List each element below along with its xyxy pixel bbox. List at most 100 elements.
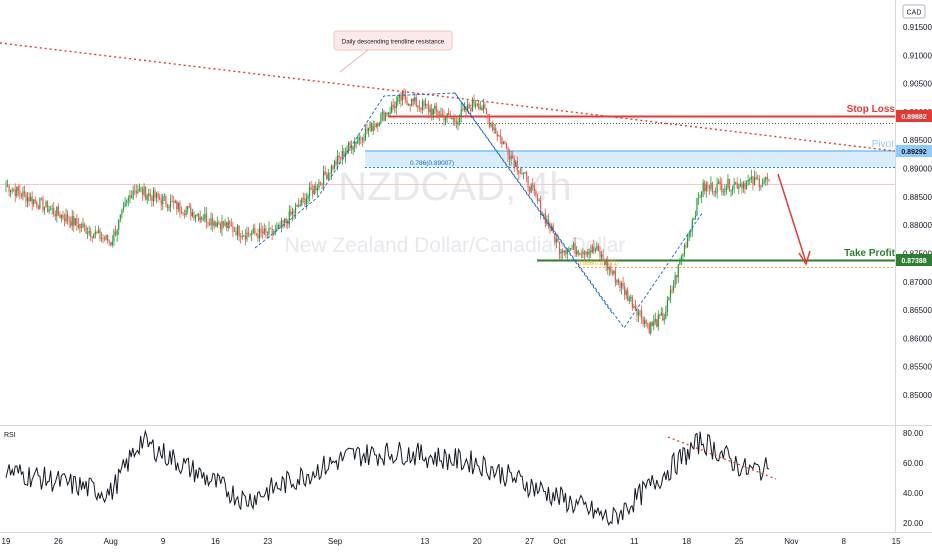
candle-body	[45, 201, 47, 208]
candle-body	[713, 191, 715, 193]
candle-body	[155, 193, 158, 198]
rsi-tick-1: 60.00	[903, 459, 924, 468]
candle-body	[127, 198, 129, 201]
candle-body	[304, 197, 306, 205]
candle-body	[255, 233, 257, 235]
candle-body	[14, 189, 16, 196]
time-tick-11: 11	[630, 537, 639, 546]
candle-body	[691, 219, 693, 231]
candle-body	[674, 274, 676, 286]
candle-body	[307, 195, 309, 199]
candle-body	[129, 195, 131, 199]
candle-body	[654, 319, 656, 322]
currency-box	[902, 4, 926, 19]
candle-body	[682, 253, 684, 257]
candle-body	[305, 198, 308, 205]
candle-body	[316, 188, 318, 191]
candle-body	[257, 234, 259, 239]
arrow-shaft	[777, 173, 807, 263]
candle-body	[468, 104, 470, 109]
candle-body	[625, 290, 627, 295]
candle-body	[48, 209, 50, 212]
candle-body	[582, 251, 584, 254]
candle-body	[484, 104, 486, 110]
candle-body	[240, 236, 242, 238]
candle-body	[408, 104, 410, 105]
candle-body	[648, 324, 650, 334]
candle-body	[16, 186, 18, 196]
candle-body	[693, 218, 695, 220]
candle-body	[138, 188, 140, 192]
candle-body	[398, 95, 400, 98]
candle-body	[130, 195, 133, 199]
candle-body	[421, 101, 424, 111]
candle-body	[755, 176, 757, 180]
candle-body	[20, 194, 22, 197]
candle-body	[429, 108, 431, 112]
price-tick-7: 0.88000	[903, 221, 932, 230]
take-profit-label: Take Profit	[844, 248, 896, 259]
arrow-head	[798, 250, 811, 266]
candle-body	[159, 197, 161, 200]
candle-body	[529, 187, 531, 192]
candle-body	[94, 231, 96, 235]
candle-body	[766, 177, 768, 180]
candle-body	[381, 111, 384, 115]
candle-body	[143, 187, 145, 196]
candle-body	[113, 231, 115, 242]
candle-body	[423, 101, 425, 106]
candle-body	[660, 312, 662, 316]
candle-body	[318, 182, 320, 189]
candle-body	[294, 206, 297, 214]
candle-body	[487, 114, 489, 118]
candle-body	[8, 185, 10, 192]
candle-body	[105, 235, 107, 240]
candle-body	[62, 214, 64, 219]
note-pointer	[339, 49, 369, 73]
candle-body	[301, 197, 303, 206]
candle-body	[262, 231, 264, 234]
candle-body	[243, 235, 245, 237]
candle-body	[610, 267, 612, 272]
candle-body	[508, 155, 511, 160]
fib-886-label: 0.886(0.87271)	[578, 261, 619, 267]
candle-body	[699, 196, 701, 198]
candle-body	[351, 145, 353, 150]
candle-body	[591, 246, 593, 253]
candle-body	[747, 179, 749, 182]
candle-body	[271, 228, 273, 235]
candle-body	[593, 246, 595, 251]
candle-body	[188, 206, 190, 208]
candle-body	[639, 310, 641, 312]
candle-body	[146, 195, 148, 200]
candle-body	[355, 141, 357, 144]
candle-body	[53, 208, 55, 215]
candle-body	[30, 196, 32, 202]
candle-body	[535, 191, 537, 196]
candle-body	[202, 219, 204, 221]
candle-body	[498, 135, 500, 137]
rsi-tick-0: 80.00	[903, 429, 924, 438]
candle-body	[235, 230, 237, 236]
candle-body	[39, 198, 41, 209]
candle-body	[198, 214, 200, 221]
candle-body	[733, 183, 735, 188]
candle-body	[284, 218, 286, 223]
pivot-zone	[365, 151, 895, 167]
candle-body	[586, 251, 589, 255]
candle-body	[179, 202, 181, 212]
candle-body	[157, 193, 159, 198]
candle-body	[299, 205, 301, 207]
candle-body	[221, 221, 223, 230]
candle-body	[683, 245, 686, 254]
candle-body	[417, 106, 419, 108]
candle-body	[274, 231, 276, 234]
candle-body	[672, 285, 675, 291]
candle-body	[386, 112, 388, 115]
candle-body	[449, 114, 451, 119]
candle-body	[108, 241, 110, 243]
candle-body	[401, 92, 404, 101]
candle-body	[126, 200, 128, 204]
candle-body	[532, 184, 534, 186]
candle-body	[739, 183, 741, 187]
